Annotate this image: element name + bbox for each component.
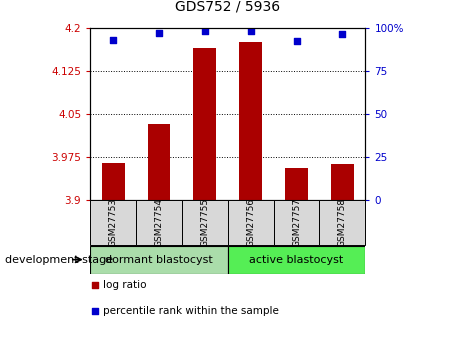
Bar: [285, 168, 308, 200]
Text: percentile rank within the sample: percentile rank within the sample: [103, 306, 279, 315]
FancyBboxPatch shape: [90, 200, 136, 245]
Point: [110, 37, 117, 42]
Text: development stage: development stage: [5, 255, 113, 265]
Text: dormant blastocyst: dormant blastocyst: [105, 255, 213, 265]
Point: [92, 308, 99, 313]
Bar: [331, 164, 354, 200]
Text: GSM27758: GSM27758: [338, 198, 347, 247]
Bar: [101, 163, 124, 200]
FancyBboxPatch shape: [274, 200, 319, 245]
Text: GSM27756: GSM27756: [246, 198, 255, 247]
Text: active blastocyst: active blastocyst: [249, 255, 344, 265]
FancyBboxPatch shape: [228, 246, 365, 274]
Point: [92, 282, 99, 287]
Text: GSM27754: GSM27754: [155, 198, 163, 247]
FancyBboxPatch shape: [228, 200, 274, 245]
Point: [201, 28, 208, 34]
Text: GSM27755: GSM27755: [200, 198, 209, 247]
Point: [247, 28, 254, 34]
Point: [155, 30, 162, 36]
Bar: [239, 42, 262, 200]
Text: GSM27757: GSM27757: [292, 198, 301, 247]
FancyBboxPatch shape: [319, 200, 365, 245]
Text: GDS752 / 5936: GDS752 / 5936: [175, 0, 281, 14]
FancyBboxPatch shape: [182, 200, 228, 245]
FancyBboxPatch shape: [136, 200, 182, 245]
Point: [339, 32, 346, 37]
Text: log ratio: log ratio: [103, 280, 147, 289]
Bar: [147, 124, 170, 200]
FancyBboxPatch shape: [90, 246, 228, 274]
Bar: [193, 48, 216, 200]
Point: [293, 39, 300, 44]
Text: GSM27753: GSM27753: [109, 198, 118, 247]
